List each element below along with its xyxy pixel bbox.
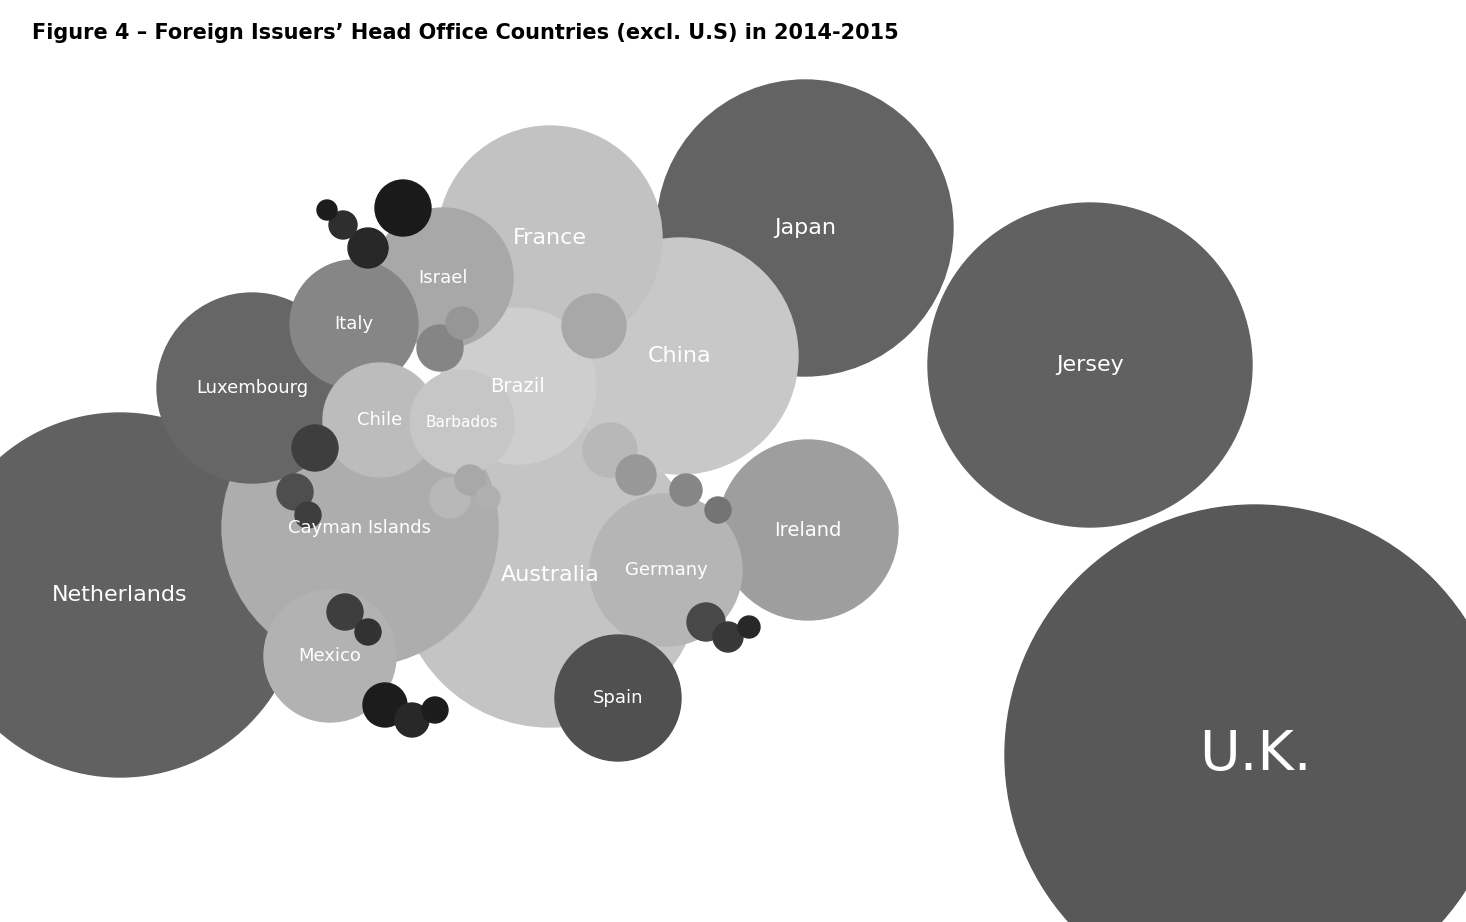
Text: Figure 4 – Foreign Issuers’ Head Office Countries (excl. U.S) in 2014-2015: Figure 4 – Foreign Issuers’ Head Office … bbox=[32, 23, 899, 43]
Text: Germany: Germany bbox=[625, 561, 708, 579]
Circle shape bbox=[364, 683, 408, 727]
Text: Barbados: Barbados bbox=[425, 415, 498, 430]
Text: China: China bbox=[648, 346, 712, 366]
Circle shape bbox=[355, 619, 381, 645]
Circle shape bbox=[397, 423, 702, 727]
Circle shape bbox=[347, 228, 388, 268]
Text: Brazil: Brazil bbox=[491, 376, 545, 396]
Circle shape bbox=[670, 474, 702, 506]
Text: Japan: Japan bbox=[774, 218, 836, 238]
Circle shape bbox=[657, 80, 953, 376]
Text: U.K.: U.K. bbox=[1199, 728, 1311, 782]
Circle shape bbox=[422, 697, 449, 723]
Circle shape bbox=[561, 294, 626, 358]
Text: Cayman Islands: Cayman Islands bbox=[289, 519, 431, 537]
Circle shape bbox=[323, 363, 437, 477]
Circle shape bbox=[277, 474, 314, 510]
Circle shape bbox=[718, 440, 899, 620]
Circle shape bbox=[295, 502, 321, 528]
Circle shape bbox=[589, 494, 742, 646]
Circle shape bbox=[688, 603, 726, 641]
Circle shape bbox=[416, 325, 463, 371]
Circle shape bbox=[410, 370, 515, 474]
Circle shape bbox=[327, 594, 364, 630]
Circle shape bbox=[157, 293, 347, 483]
Circle shape bbox=[290, 260, 418, 388]
Circle shape bbox=[561, 238, 798, 474]
Circle shape bbox=[705, 497, 732, 523]
Circle shape bbox=[446, 307, 478, 339]
Circle shape bbox=[476, 486, 500, 510]
Circle shape bbox=[264, 590, 396, 722]
Circle shape bbox=[292, 425, 339, 471]
Circle shape bbox=[556, 635, 682, 761]
Circle shape bbox=[440, 308, 597, 464]
Text: Ireland: Ireland bbox=[774, 521, 841, 539]
Circle shape bbox=[221, 390, 498, 666]
Circle shape bbox=[928, 203, 1252, 527]
Circle shape bbox=[372, 208, 513, 348]
Circle shape bbox=[616, 455, 655, 495]
Text: Australia: Australia bbox=[500, 565, 600, 585]
Text: Luxembourg: Luxembourg bbox=[196, 379, 308, 397]
Text: Spain: Spain bbox=[592, 689, 644, 707]
Circle shape bbox=[712, 622, 743, 652]
Circle shape bbox=[375, 180, 431, 236]
Text: France: France bbox=[513, 228, 586, 248]
Circle shape bbox=[430, 478, 471, 518]
Circle shape bbox=[737, 616, 759, 638]
Circle shape bbox=[328, 211, 358, 239]
Text: Netherlands: Netherlands bbox=[53, 585, 188, 605]
Circle shape bbox=[1006, 505, 1466, 922]
Circle shape bbox=[0, 413, 302, 777]
Text: Israel: Israel bbox=[418, 269, 468, 287]
Circle shape bbox=[438, 126, 663, 350]
Text: Italy: Italy bbox=[334, 315, 374, 333]
Text: Chile: Chile bbox=[358, 411, 403, 429]
Circle shape bbox=[454, 465, 485, 495]
Circle shape bbox=[317, 200, 337, 220]
Text: Jersey: Jersey bbox=[1056, 355, 1124, 375]
Circle shape bbox=[394, 703, 430, 737]
Text: Mexico: Mexico bbox=[299, 647, 362, 665]
Circle shape bbox=[583, 423, 638, 477]
